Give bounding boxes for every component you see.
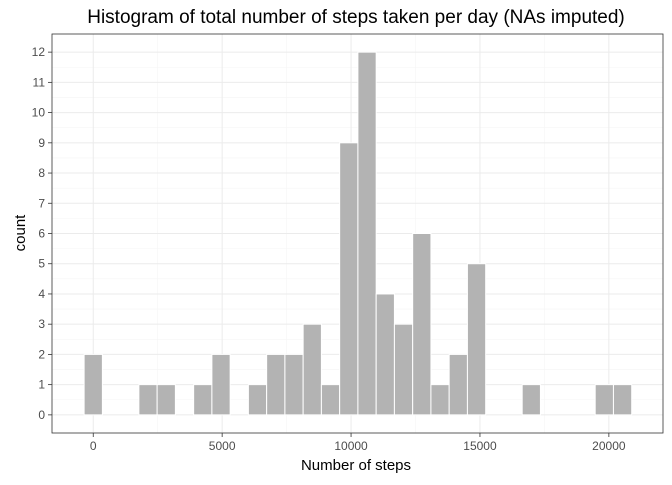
x-tick-label: 10000: [334, 439, 368, 453]
histogram-bar: [302, 323, 322, 416]
axis-ticks: [48, 51, 610, 437]
x-tick-labels: 0 5000 10000 15000 20000: [90, 439, 626, 453]
x-tick-label: 5000: [209, 439, 236, 453]
y-tick-label: 10: [32, 106, 46, 120]
y-tick-label: 7: [38, 196, 45, 210]
y-tick-label: 9: [38, 136, 45, 150]
histogram-bar: [594, 384, 614, 416]
histogram-bar: [412, 233, 432, 416]
histogram-bar: [193, 384, 213, 416]
y-tick-label: 12: [32, 45, 46, 59]
histogram-bar: [448, 353, 468, 416]
x-tick-label: 0: [90, 439, 97, 453]
histogram-bar: [430, 384, 450, 416]
histogram-bar: [211, 353, 231, 416]
y-tick-label: 6: [38, 227, 45, 241]
y-tick-label: 3: [38, 317, 45, 331]
x-tick-label: 15000: [463, 439, 497, 453]
histogram-bar: [393, 323, 414, 416]
histogram-bar: [247, 384, 268, 416]
histogram-bar: [284, 353, 304, 416]
histogram-bar: [83, 353, 103, 416]
histogram-bar: [466, 263, 487, 416]
histogram-bar: [357, 51, 377, 416]
histogram-bars: [83, 51, 633, 416]
histogram-bar: [612, 384, 633, 416]
y-tick-label: 2: [38, 347, 45, 361]
y-tick-label: 11: [33, 75, 46, 89]
histogram-bar: [521, 384, 541, 416]
histogram-bar: [339, 142, 359, 416]
histogram-bar: [156, 384, 176, 416]
x-tick-label: 20000: [592, 439, 626, 453]
y-tick-label: 0: [38, 408, 45, 422]
histogram-bar: [266, 353, 286, 416]
y-tick-label: 1: [38, 378, 45, 392]
y-tick-label: 4: [38, 287, 45, 301]
y-tick-label: 8: [38, 166, 45, 180]
y-axis-title: count: [12, 214, 29, 252]
histogram-bar: [375, 293, 395, 416]
x-axis-title: Number of steps: [301, 457, 411, 474]
chart-title: Histogram of total number of steps taken…: [87, 7, 625, 28]
y-tick-label: 5: [38, 257, 45, 271]
histogram-bar: [320, 384, 341, 416]
histogram-bar: [138, 384, 158, 416]
